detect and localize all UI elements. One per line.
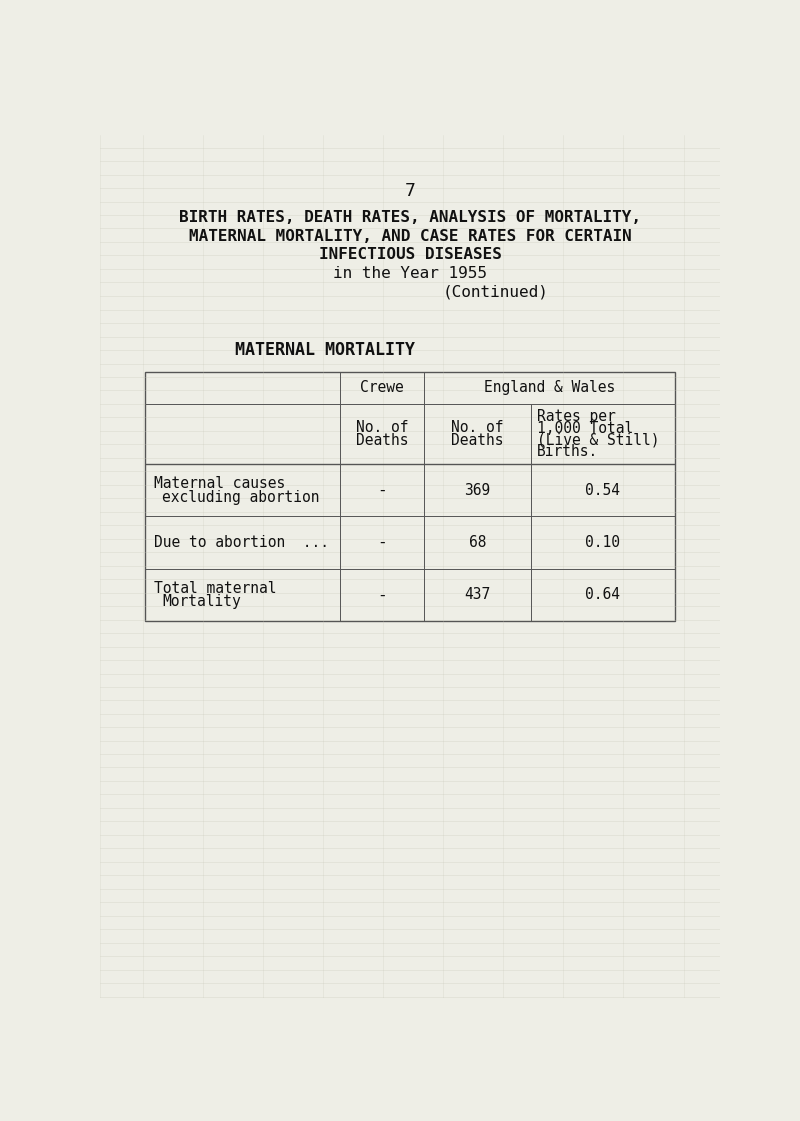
Text: INFECTIOUS DISEASES: INFECTIOUS DISEASES xyxy=(318,247,502,262)
Text: No. of: No. of xyxy=(356,419,408,435)
Text: MATERNAL MORTALITY: MATERNAL MORTALITY xyxy=(234,341,414,359)
Text: BIRTH RATES, DEATH RATES, ANALYSIS OF MORTALITY,: BIRTH RATES, DEATH RATES, ANALYSIS OF MO… xyxy=(179,210,641,225)
Text: 0.64: 0.64 xyxy=(586,587,621,602)
Text: Mortality: Mortality xyxy=(162,594,241,610)
Text: Rates per: Rates per xyxy=(537,409,616,424)
Text: -: - xyxy=(378,483,387,498)
Text: excluding abortion: excluding abortion xyxy=(162,490,319,504)
Text: Crewe: Crewe xyxy=(360,380,404,396)
Text: 7: 7 xyxy=(405,182,415,200)
Bar xyxy=(145,372,675,621)
Text: 369: 369 xyxy=(464,483,490,498)
Text: Total maternal: Total maternal xyxy=(154,581,277,595)
Text: 437: 437 xyxy=(464,587,490,602)
Text: -: - xyxy=(378,587,387,602)
Text: Deaths: Deaths xyxy=(356,434,408,448)
Text: MATERNAL MORTALITY, AND CASE RATES FOR CERTAIN: MATERNAL MORTALITY, AND CASE RATES FOR C… xyxy=(189,229,631,243)
Text: (Live & Still): (Live & Still) xyxy=(537,433,659,447)
Text: in the Year 1955: in the Year 1955 xyxy=(333,266,487,280)
Text: (Continued): (Continued) xyxy=(442,284,548,299)
Text: Births.: Births. xyxy=(537,444,598,458)
Text: Due to abortion  ...: Due to abortion ... xyxy=(154,535,330,550)
Text: Deaths: Deaths xyxy=(451,434,504,448)
Text: 0.54: 0.54 xyxy=(586,483,621,498)
Text: 68: 68 xyxy=(469,535,486,550)
Text: No. of: No. of xyxy=(451,419,504,435)
Text: England & Wales: England & Wales xyxy=(484,380,615,396)
Text: 0.10: 0.10 xyxy=(586,535,621,550)
Text: 1,000 Total: 1,000 Total xyxy=(537,420,634,436)
Text: -: - xyxy=(378,535,387,550)
Text: Maternal causes: Maternal causes xyxy=(154,475,286,491)
